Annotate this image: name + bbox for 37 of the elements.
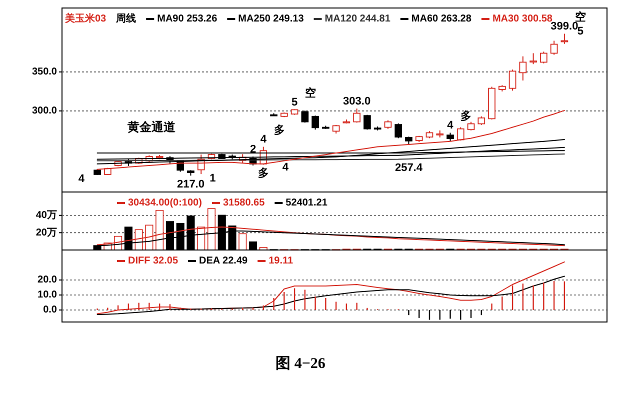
annotation: 黄金通道 [126,120,176,134]
annotation: 4 [282,162,290,174]
annotation: 4 [447,120,454,132]
legend-label: 52401.21 [286,198,328,209]
caption: 图 4−26 [276,356,326,372]
y-tick-label: 300.0 [32,106,58,117]
y-tick-label: 350.0 [32,66,58,78]
legend-label: MA120 244.81 [324,14,391,25]
legend-label: MA90 253.26 [157,14,218,25]
legend-label: DIFF 32.05 [128,256,178,267]
legend-label: 31580.65 [222,198,266,209]
text: 5 [577,26,584,38]
y-tick-label: 10.0 [38,290,58,301]
annotation: 257.4 [394,162,424,174]
legend-label: MA250 249.13 [238,14,304,25]
y-tick-label: 20.0 [38,274,58,286]
annotation: 217.0 [176,178,204,191]
y-tick-label: 0.0 [43,304,58,316]
annotation: 多 [274,124,285,137]
y-tick-label: 40万 [36,210,57,222]
text: 4 [78,173,86,186]
annotation: 5 [291,96,298,108]
text: 美玉米03 [64,12,107,25]
annotation: 4 [260,134,268,146]
annotation: 多 [258,166,269,180]
annotation: 2 [250,143,256,156]
text: 周线 [115,12,136,25]
legend-label: DEA 22.49 [199,256,248,267]
legend-label: MA60 263.28 [411,14,472,25]
annotation: 空 [305,86,316,100]
legend-label: 19.11 [268,256,294,267]
legend-label: 30434.00(0:100) [128,198,202,209]
annotation: 303.0 [343,95,371,108]
annotation: 多 [460,110,472,123]
annotation: 399.0 [550,20,578,33]
y-tick-label: 20万 [36,227,57,238]
annotation: 1 [210,172,216,185]
